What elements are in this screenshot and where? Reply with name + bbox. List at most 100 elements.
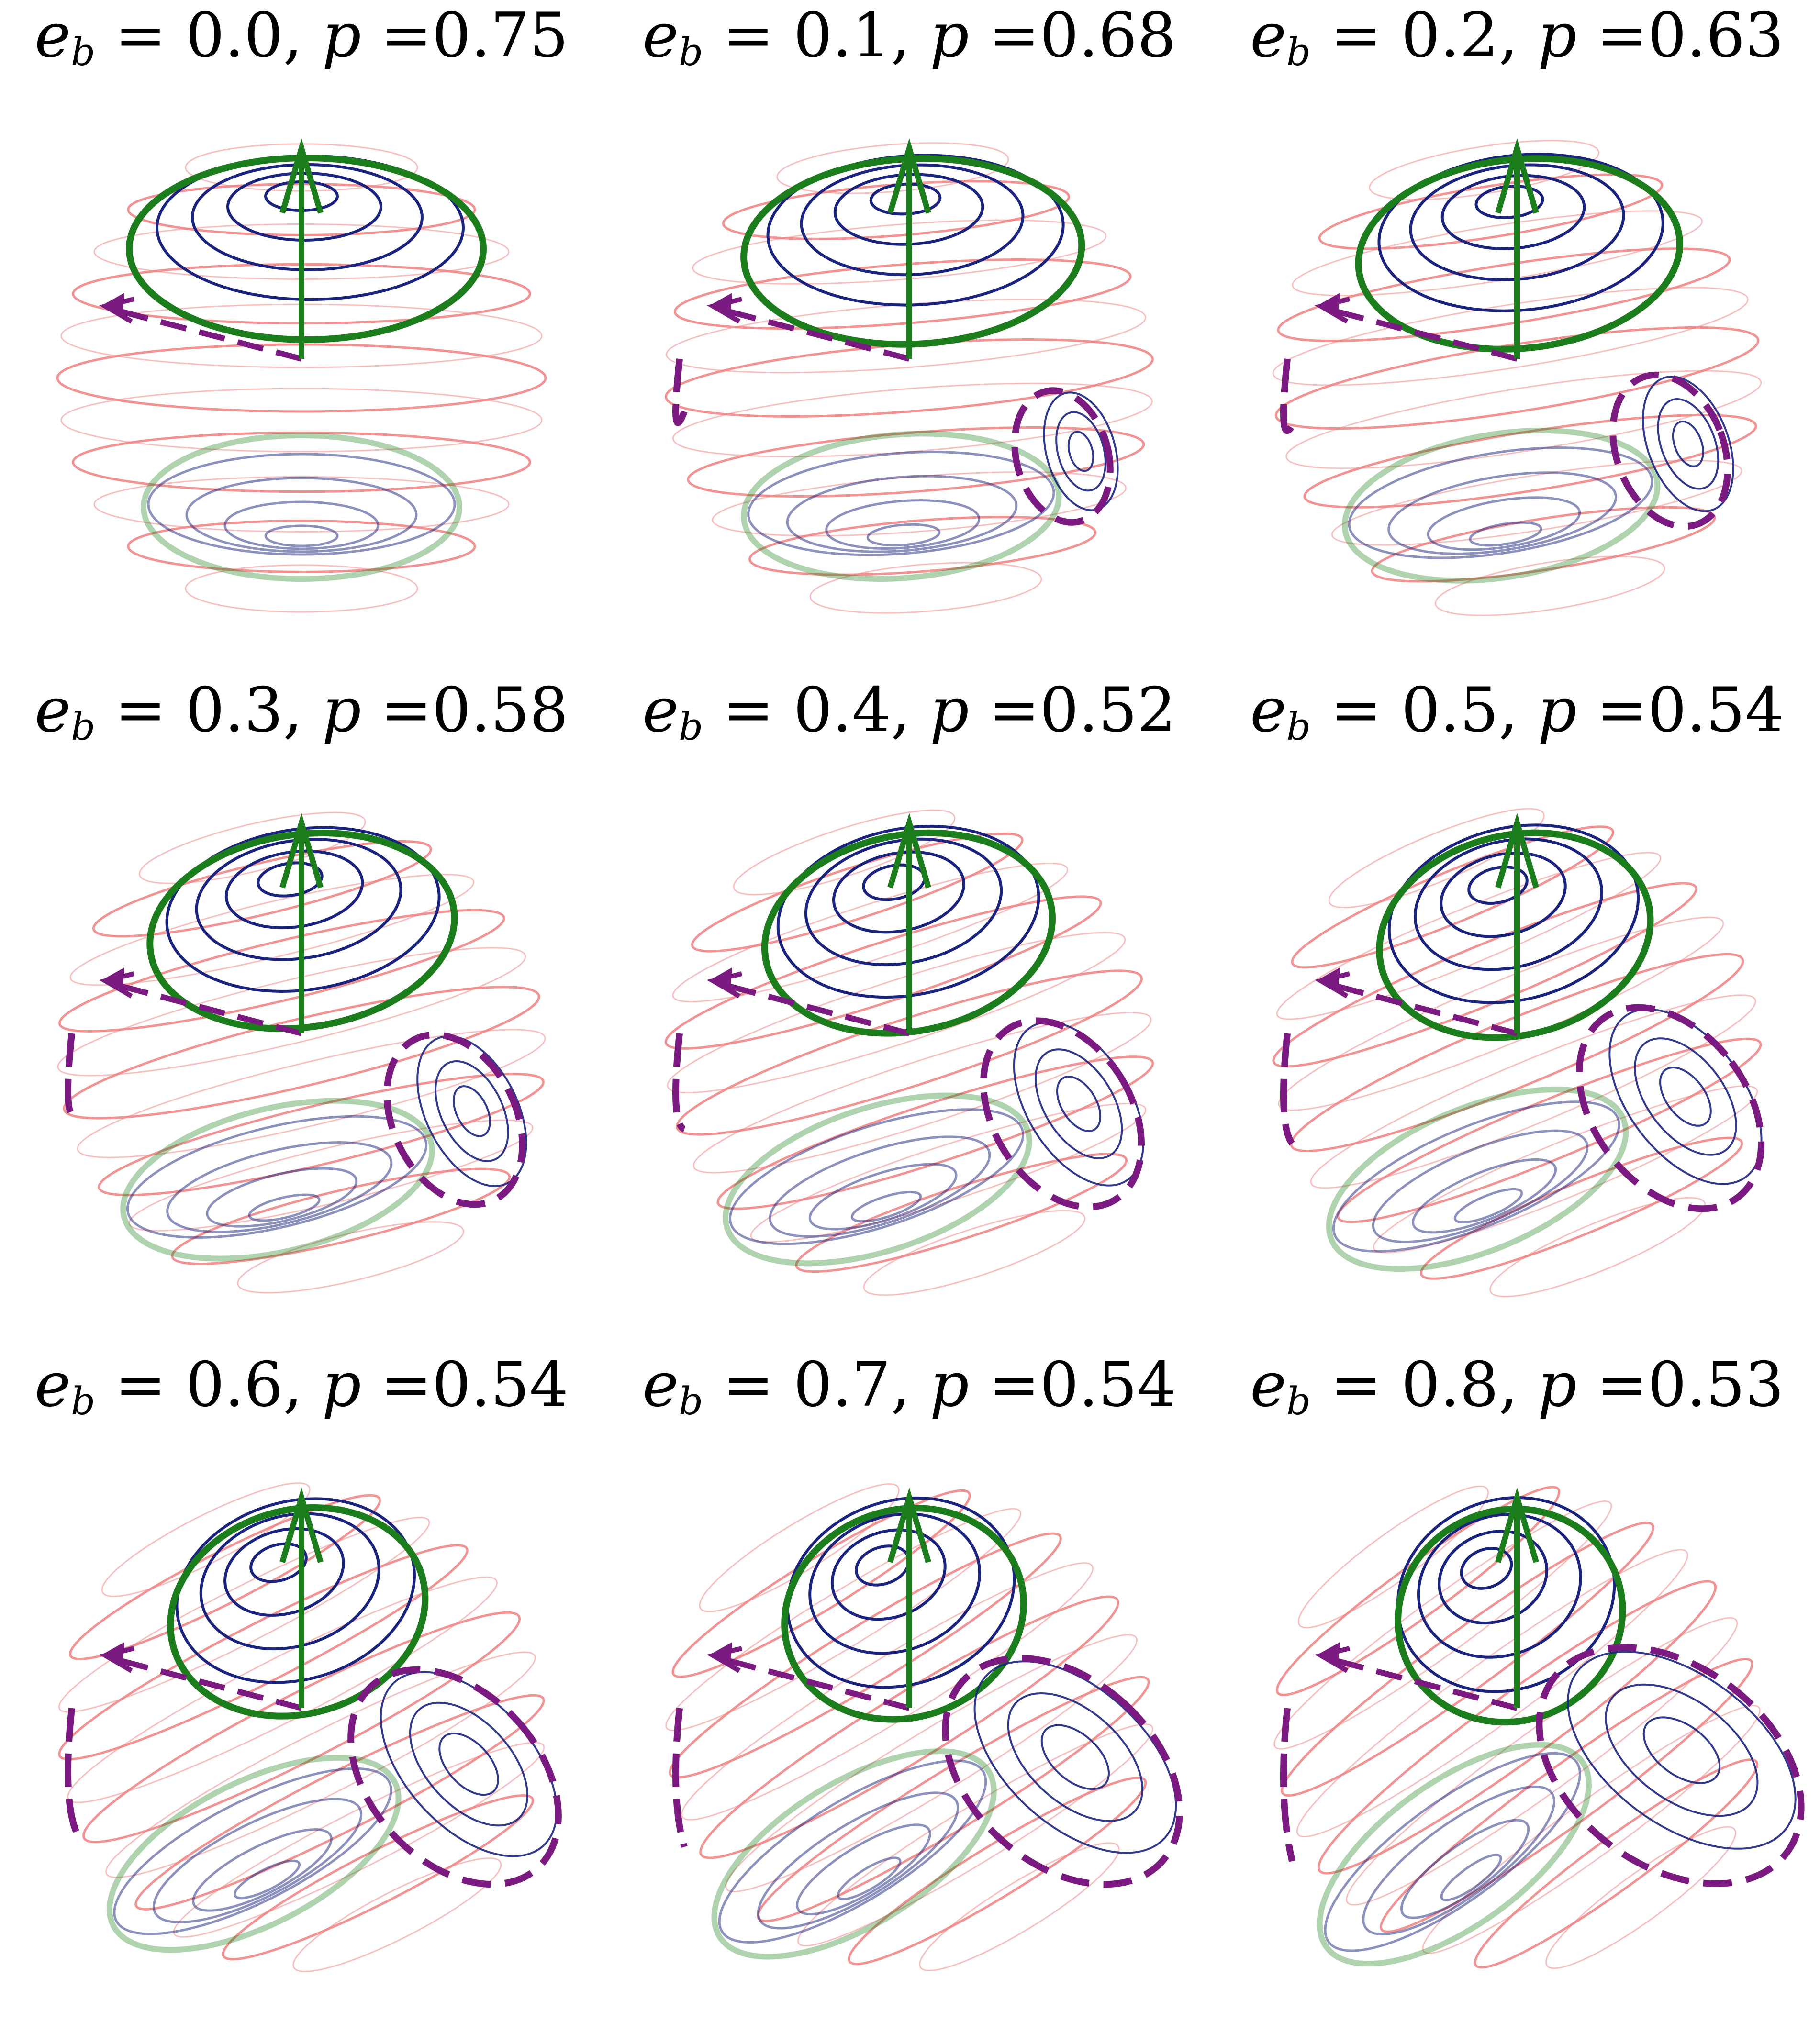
level-curve <box>1362 1785 1556 1936</box>
separatrix-bottom <box>711 1748 997 1960</box>
dashed-arrow <box>1325 306 1518 362</box>
separatrix-bottom <box>1326 1087 1629 1272</box>
dashed-orbit <box>1575 1004 1765 1212</box>
sphere-curves <box>1273 1485 1805 1969</box>
latitude-line <box>919 1842 1120 1971</box>
dashed-orbit <box>942 1655 1183 1888</box>
spin-arrow-head <box>1495 812 1539 889</box>
level-curve <box>435 1060 509 1162</box>
level-curve <box>808 1512 981 1655</box>
sphere-diagram <box>665 1483 1183 1971</box>
latitude-line <box>101 1482 311 1597</box>
dashed-arrow <box>717 980 910 1036</box>
latitude-line <box>127 520 476 573</box>
level-curve <box>837 1856 902 1900</box>
title-equals: = <box>1311 0 1401 71</box>
panel-title: eb = 0.0, p =0.75 <box>0 0 603 74</box>
dashed-arrow <box>1325 980 1518 1036</box>
title-equals: = <box>1311 1349 1401 1421</box>
left-dashed-orbit <box>65 1708 80 1834</box>
title-p-value: 0.68 <box>1039 0 1176 71</box>
level-curve <box>223 1527 345 1617</box>
level-curve <box>1007 1692 1144 1822</box>
title-equals: = <box>703 1349 793 1421</box>
latitude-line <box>699 1483 900 1612</box>
level-curve <box>191 163 424 271</box>
title-p-value: 0.54 <box>1647 675 1784 746</box>
latitude-line <box>1278 916 1724 1111</box>
latitude-line <box>664 895 1102 1050</box>
level-curve <box>416 1035 527 1187</box>
latitude-line <box>63 986 540 1120</box>
panel-title: eb = 0.2, p =0.63 <box>1216 0 1819 74</box>
latitude-line <box>716 1055 1154 1210</box>
separatrix-top <box>761 829 1056 1037</box>
title-p-value: 0.58 <box>432 675 569 746</box>
latitude-line <box>1346 1617 1738 1906</box>
panel-title: eb = 0.1, p =0.68 <box>608 0 1211 74</box>
separatrix-top <box>1376 829 1654 1041</box>
latitude-line <box>671 1489 971 1678</box>
panel-title: eb = 0.8, p =0.53 <box>1216 1349 1819 1423</box>
title-subscript-b: b <box>71 30 96 74</box>
latitude-line <box>171 1167 511 1265</box>
latitude-line <box>1328 808 1545 909</box>
level-curve <box>973 1660 1177 1854</box>
sphere-curves <box>1272 808 1765 1298</box>
latitude-line <box>748 516 1097 576</box>
level-curve <box>1040 1724 1110 1790</box>
separatrix-top <box>146 830 458 1032</box>
title-equals-p: = <box>361 675 432 746</box>
sphere-curves <box>58 1482 562 1972</box>
panel: eb = 0.7, p =0.54 <box>608 1349 1211 2019</box>
latitude-line <box>665 1508 1022 1731</box>
separatrix-top <box>1395 1505 1626 1726</box>
title-p-value: 0.53 <box>1647 1349 1784 1421</box>
latitude-line <box>134 1694 545 1911</box>
latitude-line <box>1296 1549 1688 1838</box>
latitude-line <box>691 832 1024 953</box>
level-curve <box>223 500 380 550</box>
dashed-arrow-head-lines <box>99 971 135 999</box>
level-curve <box>233 1859 301 1900</box>
latitude-line <box>1277 247 1731 343</box>
latitude-line <box>1303 413 1757 509</box>
latitude-line <box>105 1651 536 1878</box>
dashed-arrow-head-lines <box>1314 297 1351 324</box>
panel: eb = 0.0, p =0.75 <box>0 0 603 670</box>
title-equals-p: = <box>1576 1349 1648 1421</box>
level-curve <box>248 1193 321 1222</box>
title-eb-value: 0.8 <box>1401 1349 1499 1421</box>
latitude-line <box>77 1029 546 1158</box>
level-curve <box>185 477 418 553</box>
spin-arrow-head <box>887 138 931 214</box>
level-curve <box>1657 398 1720 490</box>
level-curve <box>825 499 981 550</box>
level-curve <box>1659 1067 1712 1127</box>
dashed-arrow-head-lines <box>706 297 743 324</box>
left-dashed-orbit <box>672 358 688 426</box>
title-subscript-b: b <box>1286 1379 1311 1423</box>
title-symbol-p: p <box>1537 1349 1577 1421</box>
title-eb-value: 0.6 <box>185 1349 283 1421</box>
level-curve <box>438 1732 499 1796</box>
title-subscript-b: b <box>1286 30 1311 74</box>
level-curve <box>452 1085 491 1137</box>
left-dashed-orbit <box>672 1708 688 1848</box>
latitude-line <box>1373 1085 1758 1254</box>
title-equals-p: = <box>361 0 432 71</box>
dashed-orbit <box>383 1031 526 1208</box>
title-symbol-p: p <box>1537 0 1577 71</box>
title-p-value: 0.54 <box>432 1349 569 1421</box>
title-p-value: 0.52 <box>1039 675 1176 746</box>
latitude-line <box>1318 173 1664 250</box>
spin-arrow-head <box>887 1487 931 1563</box>
latitude-line <box>292 1857 502 1972</box>
level-curve <box>1642 376 1734 512</box>
dashed-arrow <box>109 980 302 1036</box>
title-comma: , <box>1498 0 1538 71</box>
panel: eb = 0.4, p =0.52 <box>608 675 1211 1344</box>
latitude-line <box>237 1221 465 1294</box>
latitude-line <box>82 1611 521 1844</box>
separatrix-bottom <box>141 433 462 582</box>
